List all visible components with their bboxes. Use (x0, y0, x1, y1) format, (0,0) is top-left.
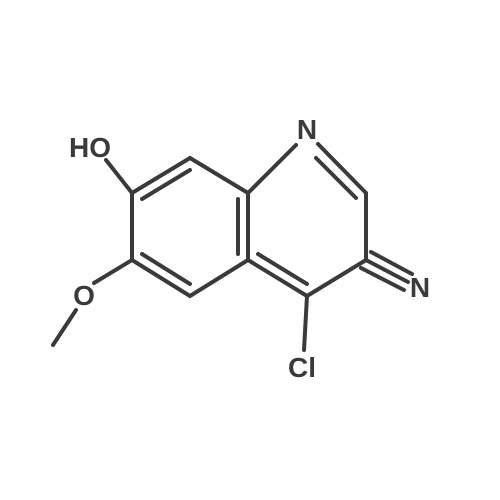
atom-label-ho: HO (69, 134, 111, 162)
bond (190, 260, 248, 296)
bond (248, 145, 296, 193)
bond (366, 260, 408, 282)
bond (361, 268, 404, 290)
bond (304, 296, 307, 350)
bond (94, 260, 132, 283)
bond (106, 160, 132, 193)
atom-label-n2: N (410, 274, 430, 302)
atom-label-n1: N (297, 116, 317, 144)
bond (307, 260, 366, 296)
atom-label-cl: Cl (288, 354, 316, 382)
molecule-canvas: HO O N N Cl (0, 0, 500, 500)
bond (371, 252, 412, 274)
atom-label-o: O (73, 282, 95, 310)
bond (190, 158, 248, 193)
bond-layer (0, 0, 500, 500)
bond (53, 310, 76, 345)
